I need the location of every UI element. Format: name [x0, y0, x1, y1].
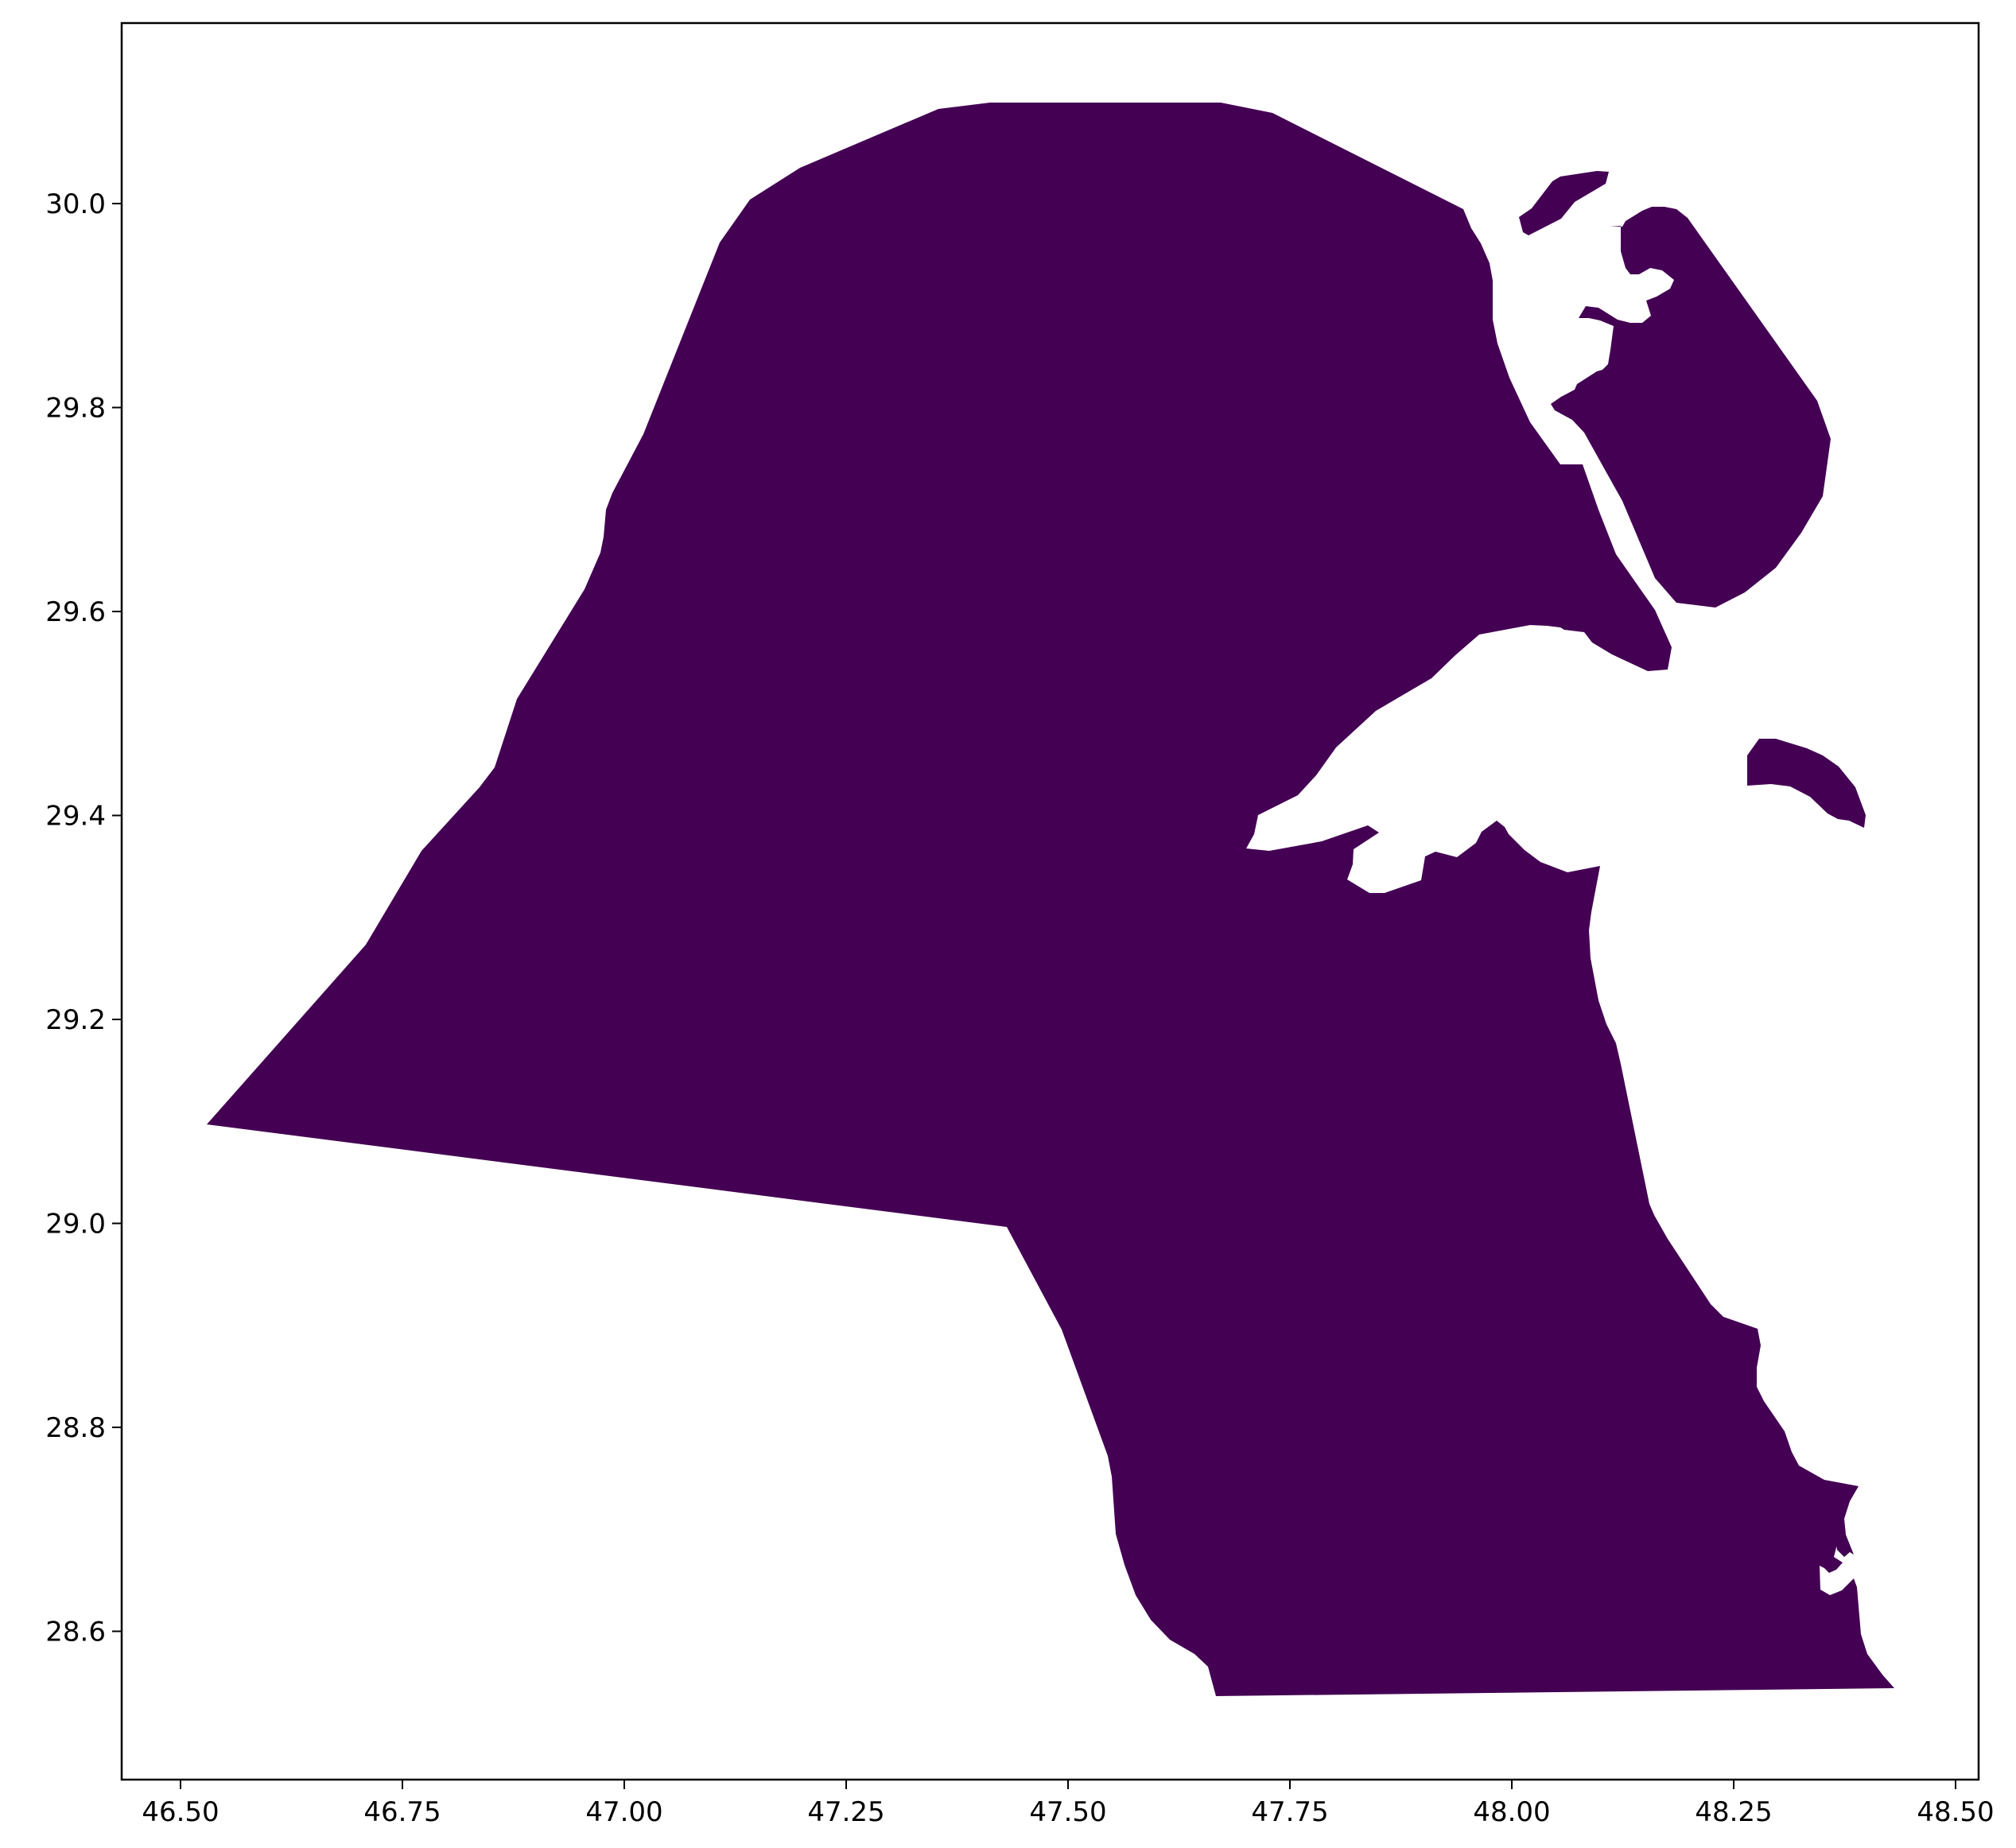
bubiyan-island-shape: [1551, 207, 1831, 608]
y-tick-label: 29.0: [45, 1209, 106, 1240]
x-tick-label: 47.25: [807, 1796, 884, 1828]
x-tick-label: 47.75: [1251, 1796, 1328, 1828]
x-tick-label: 46.50: [142, 1796, 219, 1828]
warbah-island-shape: [1519, 171, 1609, 235]
y-tick-label: 29.4: [45, 801, 106, 833]
southern-islet-shape: [1835, 1540, 1851, 1557]
x-tick-label: 46.75: [363, 1796, 441, 1828]
x-axis: 46.50 46.75 47.00 47.25 47.50 47.75 48.00 48.25…: [142, 1780, 1995, 1828]
kuwait-mainland-shape: [207, 103, 1894, 1696]
failaka-island-shape: [1747, 739, 1866, 828]
y-tick-label: 28.8: [45, 1412, 106, 1444]
plot-frame: [120, 21, 1980, 1781]
x-tick-label: 48.50: [1917, 1796, 1994, 1828]
y-tick-label: 29.6: [45, 596, 106, 628]
y-tick-label: 30.0: [45, 188, 106, 220]
y-tick-label: 29.2: [45, 1004, 106, 1036]
x-tick-label: 47.00: [585, 1796, 662, 1828]
y-tick-label: 29.8: [45, 393, 106, 425]
x-tick-label: 47.50: [1029, 1796, 1106, 1828]
y-tick-label: 28.6: [45, 1617, 106, 1648]
x-tick-label: 48.00: [1473, 1796, 1550, 1828]
x-tick-label: 48.25: [1695, 1796, 1772, 1828]
y-axis: 30.0 29.8 29.6 29.4 29.2 29.0 28.8 28.6: [45, 188, 122, 1648]
